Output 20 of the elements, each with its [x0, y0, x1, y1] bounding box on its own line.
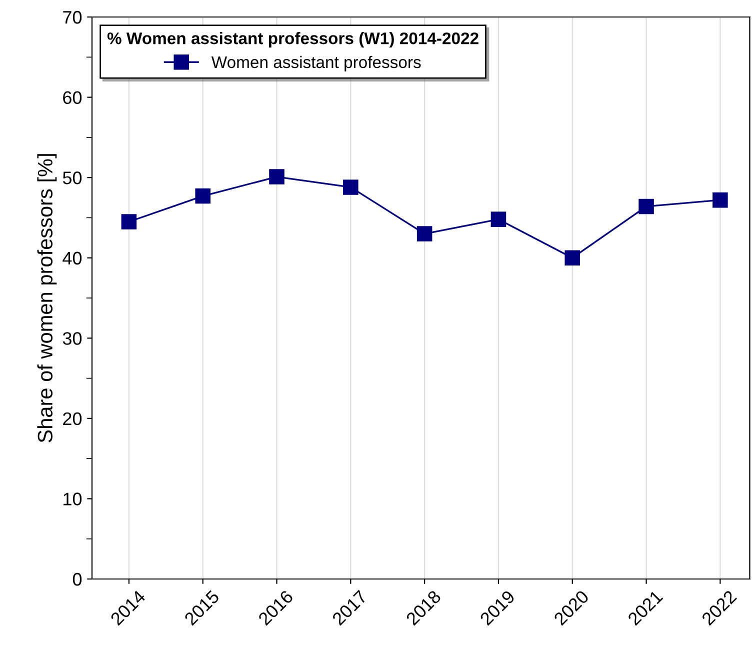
point	[712, 192, 728, 208]
y-tick-label: 30	[62, 332, 82, 345]
y-axis-title: Share of women professors [%]	[37, 154, 57, 442]
y-tick-label: 40	[62, 252, 82, 265]
legend-label: Women assistant professors	[211, 56, 421, 72]
point	[121, 214, 137, 230]
y-tick-label: 50	[62, 172, 82, 184]
y-tick-label: 20	[63, 412, 82, 426]
y-tick-label: 60	[63, 91, 82, 104]
point	[269, 169, 284, 184]
point	[416, 226, 432, 242]
y-tick-label: 70	[63, 10, 82, 24]
legend-title: % Women assistant professors (W1) 2014-2022	[107, 32, 478, 48]
point	[343, 180, 358, 195]
point	[564, 250, 580, 266]
y-tick-label: 10	[64, 492, 82, 506]
y-tick-label: 0	[72, 572, 82, 586]
point	[195, 188, 210, 204]
point	[490, 212, 506, 227]
point	[638, 198, 654, 214]
